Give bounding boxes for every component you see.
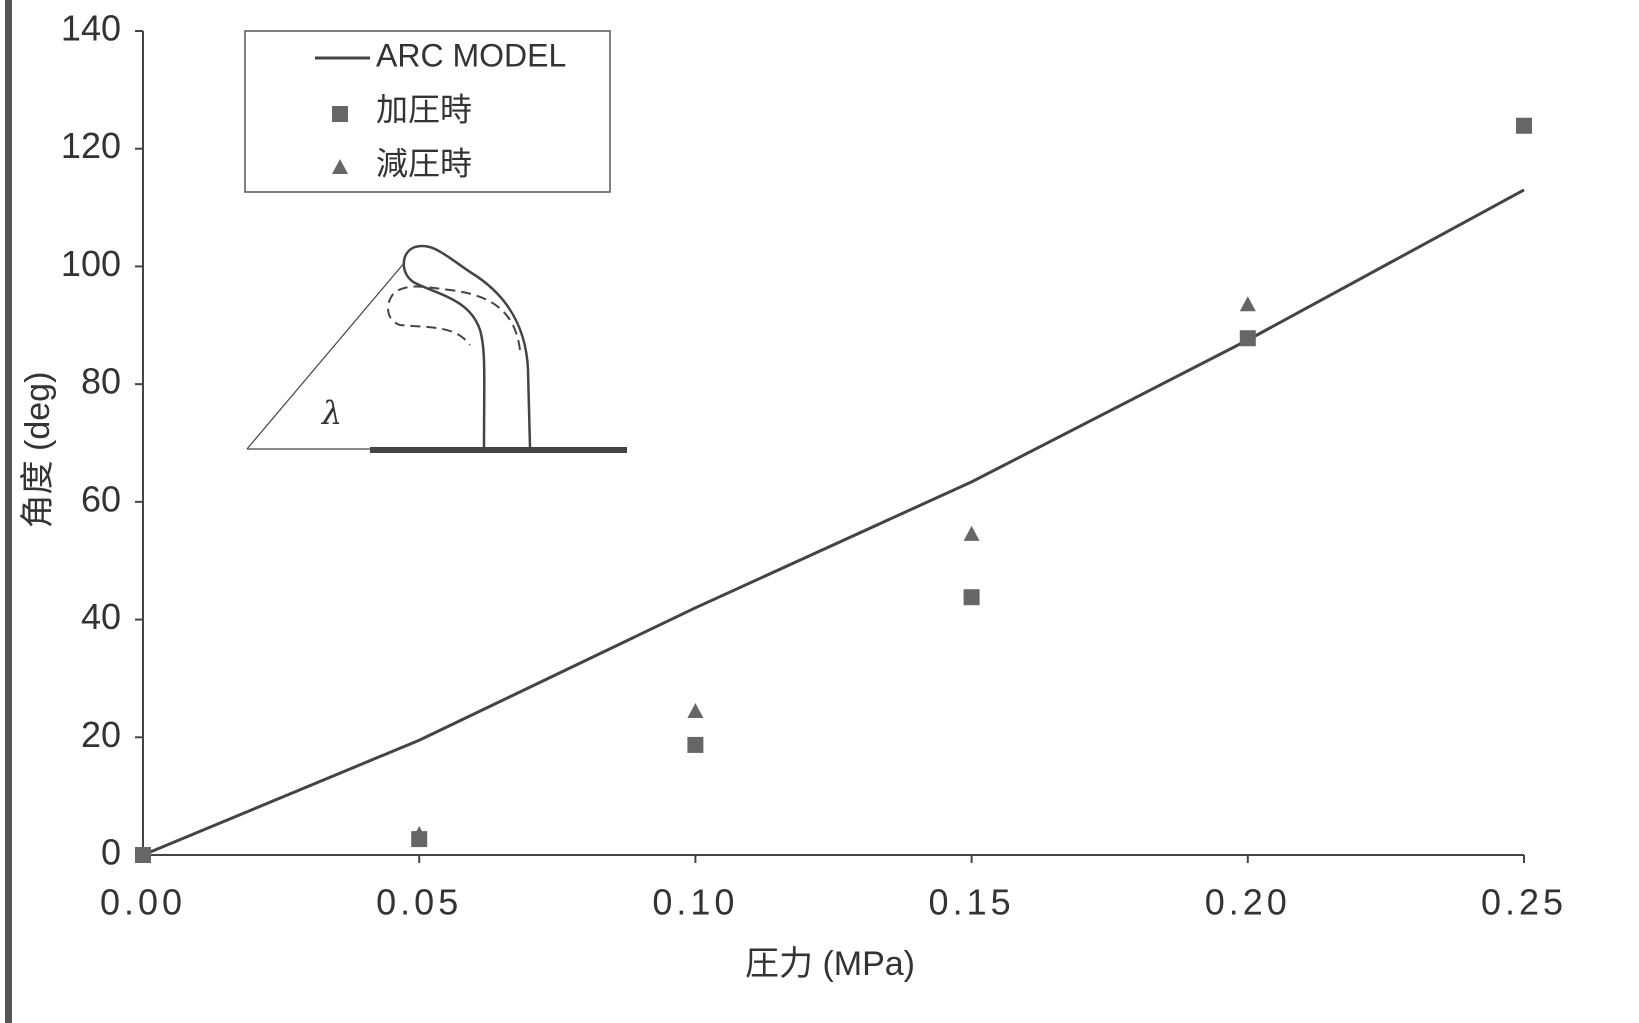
y-tick-label: 60	[81, 478, 121, 519]
chart: 圧力 (MPa) 角度 (deg) λ 0 20 40 60 80 100 120 140 0.…	[0, 0, 1639, 1023]
y-axis-title: 角度 (deg)	[19, 372, 57, 529]
y-tick-label: 0	[101, 832, 121, 873]
page: 圧力 (MPa) 角度 (deg) λ 0 20 40 60 80 100 120 140 0.…	[0, 0, 1639, 1023]
y-tick-label: 140	[61, 8, 121, 49]
scan-border	[5, 0, 12, 1023]
annotation: λ	[320, 394, 342, 432]
data-point	[1240, 330, 1256, 346]
x-tick-label: 0.10	[652, 882, 738, 923]
x-tick-label: 0.00	[100, 882, 186, 923]
y-tick-label: 20	[81, 714, 121, 755]
y-tick-label: 80	[81, 361, 121, 402]
y-tick-label: 40	[81, 596, 121, 637]
legend-label: 減圧時	[376, 145, 472, 181]
x-axis-title: 圧力 (MPa)	[745, 945, 915, 983]
data-point	[687, 703, 703, 718]
x-tick-label: 0.05	[376, 882, 462, 923]
data-point	[1516, 118, 1532, 134]
x-tick-label: 0.20	[1205, 882, 1291, 923]
data-point	[1240, 296, 1256, 311]
y-tick-label: 120	[61, 125, 121, 166]
x-tick-label: 0.25	[1481, 882, 1567, 923]
legend-swatch	[332, 106, 348, 122]
legend-label: ARC MODEL	[376, 37, 566, 73]
legend-label: 加圧時	[376, 91, 472, 127]
x-tick-label: 0.15	[929, 882, 1015, 923]
inset-diagram	[247, 246, 627, 450]
y-tick-label: 100	[61, 243, 121, 284]
inset-tube	[404, 246, 530, 447]
data-point	[964, 589, 980, 605]
data-point	[135, 847, 151, 863]
data-point	[687, 737, 703, 753]
data-point	[964, 526, 980, 541]
model-line	[143, 190, 1524, 855]
